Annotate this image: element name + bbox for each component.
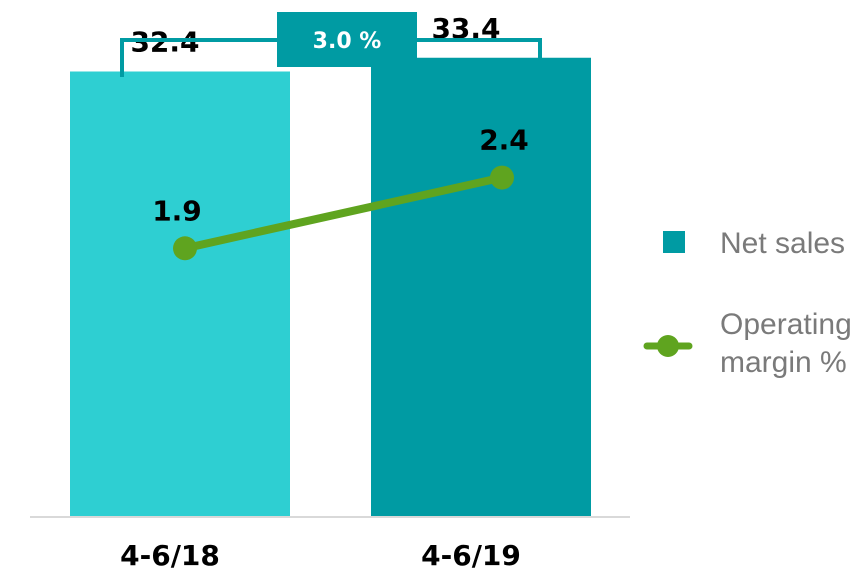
legend-net-sales-label: Net sales	[720, 227, 845, 260]
operating-margin-line	[181, 173, 506, 253]
legend-operating-margin-label-line2: margin %	[720, 346, 847, 379]
category-label-1: 4-6/18	[120, 539, 220, 570]
operating-margin-label-2: 2.4	[479, 124, 529, 157]
growth-arrowhead-icon	[528, 66, 552, 88]
growth-badge	[277, 12, 417, 67]
growth-label: 3.0 %	[313, 29, 382, 54]
category-labels: 4-6/18 4-6/19	[120, 539, 521, 570]
bar-1	[70, 71, 290, 517]
legend-operating-margin-label-line1: Operating	[720, 308, 852, 341]
category-label-2: 4-6/19	[421, 539, 521, 570]
operating-margin-label-1: 1.9	[152, 194, 202, 227]
operating-margin-line-series: 1.9 2.4	[152, 124, 529, 261]
bar-2	[371, 57, 591, 517]
operating-margin-point-1	[173, 236, 197, 261]
growth-annotation: 3.0 %	[120, 12, 552, 88]
operating-margin-point-2	[490, 165, 514, 190]
legend: Net sales Operating margin %	[643, 227, 852, 379]
legend-net-sales-square-icon	[663, 231, 685, 253]
net-sales-bars	[70, 57, 591, 517]
legend-operating-margin-dot-icon	[657, 335, 679, 357]
